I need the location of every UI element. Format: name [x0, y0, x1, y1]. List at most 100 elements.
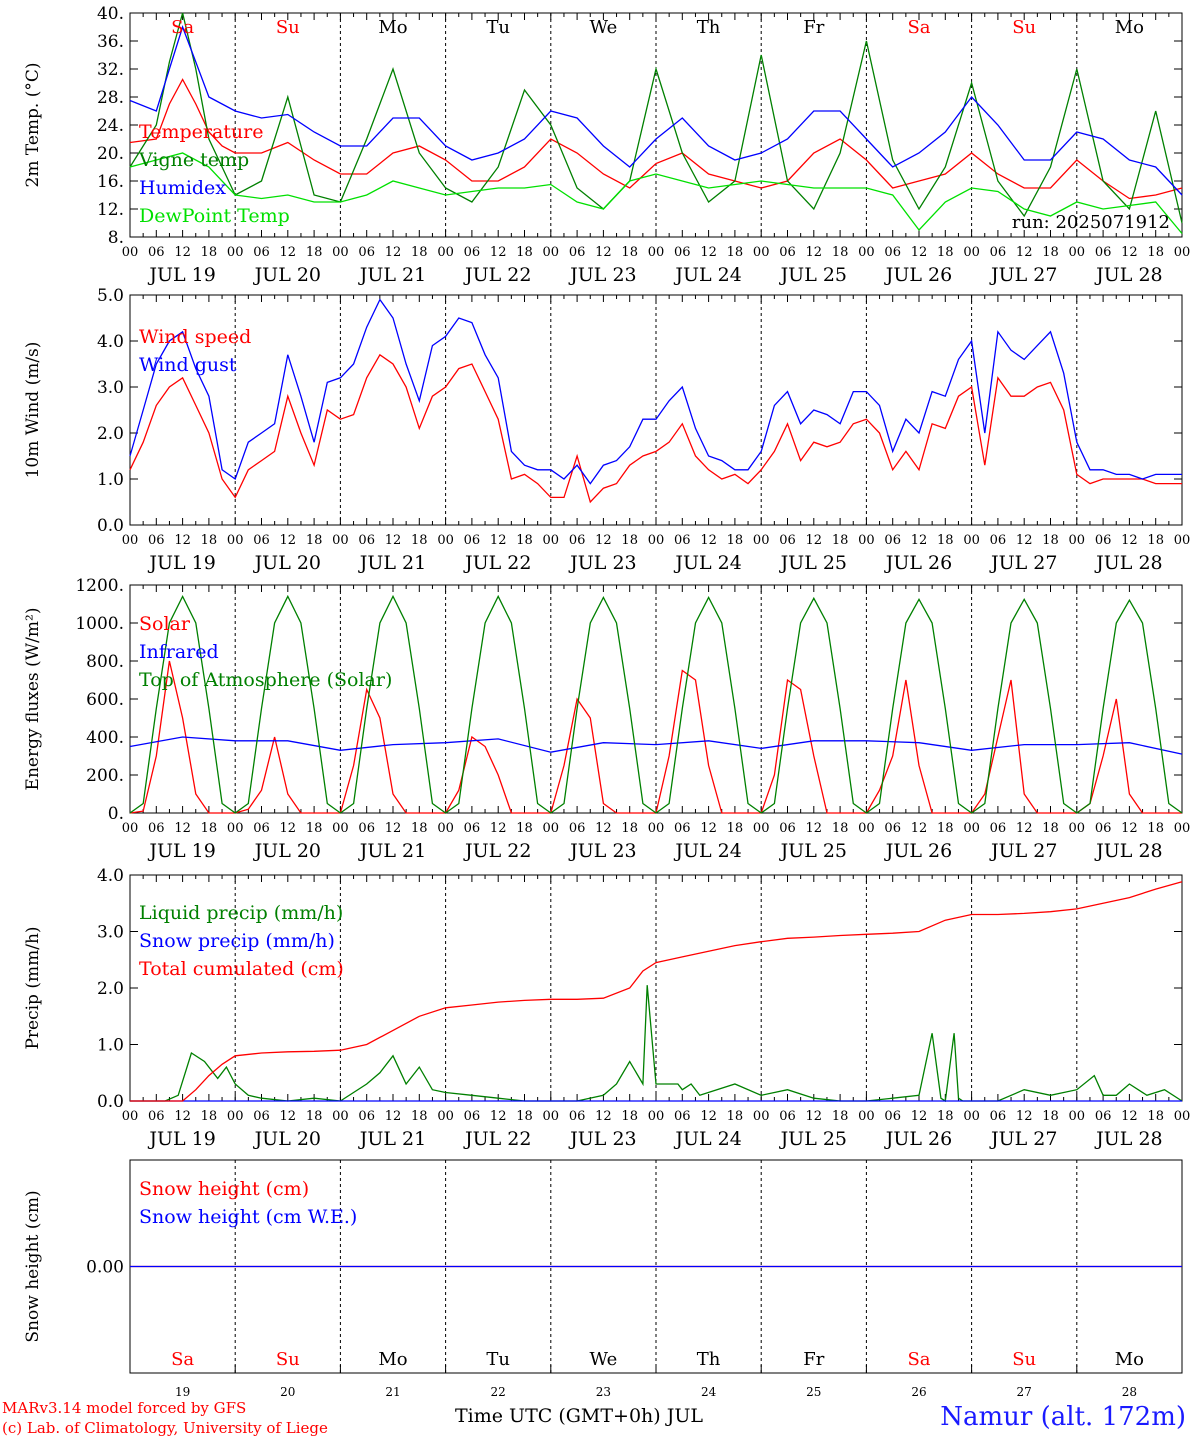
hour-tick-label: 06: [990, 821, 1007, 836]
hour-tick-label: 00: [648, 821, 665, 836]
hour-tick-label: 06: [779, 1109, 796, 1124]
day-label: JUL 27: [989, 552, 1057, 574]
legend-entry: Temperature: [139, 121, 263, 143]
hour-tick-label: 18: [1042, 821, 1059, 836]
hour-tick-label: 06: [779, 821, 796, 836]
hour-tick-label: 12: [280, 1109, 297, 1124]
hour-tick-label: 06: [884, 821, 901, 836]
x-axis-title: Time UTC (GMT+0h) JUL: [455, 1405, 703, 1427]
legend-entry: Snow height (cm): [139, 1178, 309, 1200]
hour-tick-label: 00: [963, 245, 980, 260]
series-line-3: [130, 881, 1183, 1102]
hour-tick-label: 12: [911, 1109, 928, 1124]
day-label: JUL 26: [884, 840, 952, 862]
y-tick-label: 800.: [86, 652, 124, 672]
y-tick-label: 0.0: [97, 516, 124, 536]
day-label: JUL 20: [253, 1128, 321, 1150]
legend-entry: Top of Atmosphere (Solar): [139, 669, 392, 691]
hour-tick-label: 00: [1069, 245, 1086, 260]
hour-tick-label: 12: [280, 533, 297, 548]
y-tick-label: 20.: [97, 144, 124, 164]
hour-tick-label: 18: [937, 245, 954, 260]
hour-tick-label: 00: [648, 1109, 665, 1124]
y-tick-label: 3.0: [97, 923, 124, 943]
hour-tick-label: 18: [516, 1109, 533, 1124]
hour-tick-label: 00: [753, 821, 770, 836]
hour-tick-label: 12: [806, 245, 823, 260]
hour-tick-label: 18: [411, 245, 428, 260]
y-tick-label: 3.0: [97, 378, 124, 398]
day-label: JUL 25: [779, 840, 847, 862]
y-tick-label: 0.0: [97, 1092, 124, 1112]
hour-tick-label: 00: [543, 245, 560, 260]
hour-tick-label: 00: [122, 533, 139, 548]
hour-tick-label: 06: [253, 533, 270, 548]
plot-frame: [129, 12, 1183, 238]
y-axis-label: Snow height (cm): [23, 1190, 43, 1342]
hour-tick-label: 18: [832, 1109, 849, 1124]
hour-tick-label: 00: [332, 1109, 349, 1124]
y-tick-label: 1.0: [97, 1036, 124, 1056]
hour-tick-label: 06: [358, 533, 375, 548]
hour-tick-label: 12: [490, 1109, 507, 1124]
hour-tick-label: 18: [201, 533, 218, 548]
hour-tick-label: 12: [595, 533, 612, 548]
hour-tick-label: 18: [832, 245, 849, 260]
legend-entry: Wind speed: [139, 326, 251, 348]
hour-tick-label: 06: [674, 533, 691, 548]
hour-tick-label: 12: [700, 1109, 717, 1124]
hour-tick-label: 00: [963, 821, 980, 836]
hour-tick-label: 00: [1069, 533, 1086, 548]
hour-tick-label: 18: [411, 533, 428, 548]
legend-entry: Wind gust: [139, 354, 237, 376]
weekday-label: Tu: [486, 17, 510, 38]
model-credit: MARv3.14 model forced by GFS: [2, 1399, 247, 1417]
station-label: Namur (alt. 172m): [940, 1402, 1186, 1432]
weekday-label: Mo: [378, 1349, 407, 1370]
series-line-2: [129, 298, 1182, 485]
y-tick-label: 0.: [108, 804, 124, 824]
day-number-label: 25: [806, 1385, 821, 1399]
hour-tick-label: 18: [727, 533, 744, 548]
weekday-label: Su: [276, 17, 300, 38]
day-label: JUL 19: [147, 840, 215, 862]
legend-entry: Snow height (cm W.E.): [139, 1206, 357, 1228]
hour-tick-label: 18: [621, 533, 638, 548]
weekday-label: We: [590, 1349, 618, 1370]
hour-tick-label: 06: [464, 533, 481, 548]
hour-tick-label: 18: [516, 533, 533, 548]
day-label: JUL 22: [463, 264, 531, 286]
hour-tick-label: 18: [1147, 821, 1164, 836]
panel-1: 8. 12. 16. 20. 24. 28. 32. 36. 40. 2m Temp. (°C) T…: [23, 4, 1190, 286]
hour-tick-label: 18: [1042, 245, 1059, 260]
day-label: JUL 27: [989, 264, 1057, 286]
hour-tick-label: 12: [806, 1109, 823, 1124]
weekday-label: We: [590, 17, 618, 38]
hour-tick-label: 18: [201, 1109, 218, 1124]
weekday-label: Fr: [803, 17, 824, 38]
hour-tick-label: 00: [332, 821, 349, 836]
y-tick-label: 2.0: [97, 424, 124, 444]
hour-tick-label: 18: [621, 821, 638, 836]
y-tick-label: 1.0: [97, 470, 124, 490]
hour-tick-label: 00: [543, 1109, 560, 1124]
hour-tick-label: 12: [385, 245, 402, 260]
hour-tick-label: 00: [122, 1109, 139, 1124]
hour-tick-label: 18: [201, 245, 218, 260]
series-line-2: [129, 736, 1183, 755]
hour-tick-label: 06: [148, 533, 165, 548]
hour-tick-label: 12: [911, 821, 928, 836]
day-label: JUL 19: [147, 552, 215, 574]
hour-tick-label: 00: [332, 533, 349, 548]
hour-tick-label: 18: [727, 245, 744, 260]
hour-tick-label: 00: [437, 533, 454, 548]
weekday-label: Mo: [378, 17, 407, 38]
day-label: JUL 27: [989, 1128, 1057, 1150]
legend-entry: Snow precip (mm/h): [139, 930, 335, 952]
day-label: JUL 26: [884, 264, 952, 286]
legend-entry: Humidex: [139, 177, 226, 199]
hour-tick-label: 18: [1147, 533, 1164, 548]
hour-tick-label: 12: [174, 245, 191, 260]
hour-tick-label: 18: [306, 533, 323, 548]
